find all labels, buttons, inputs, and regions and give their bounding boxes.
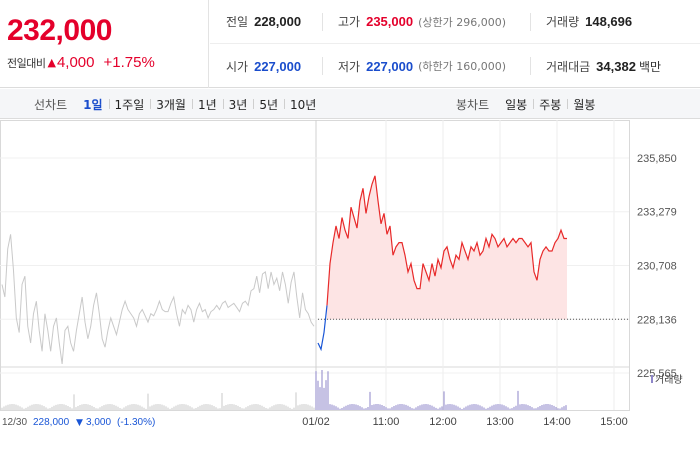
tab-monthly[interactable]: 월봉 [567, 96, 601, 113]
info-row-2: 시가 227,000 저가 227,000 (하한가 160,000) 거래대금… [210, 44, 700, 88]
info-label: 거래대금 [546, 59, 591, 74]
prev-day-date: 12/30 [2, 417, 27, 428]
tab-1week[interactable]: 1주일 [108, 96, 151, 113]
y-tick-label: 228,136 [637, 314, 677, 326]
info-value: 235,000 [366, 14, 414, 29]
x-tick-label: 13:00 [486, 416, 514, 428]
upper-limit: (상한가 296,000) [418, 15, 507, 29]
info-open: 시가 227,000 [210, 44, 322, 88]
change-percent: +1.75% [103, 54, 155, 71]
candle-chart-label: 봉차트 [456, 97, 490, 112]
tab-5year[interactable]: 5년 [253, 96, 284, 113]
x-tick-label: 12:00 [429, 416, 457, 428]
up-triangle-icon: ▲ [47, 56, 56, 69]
info-volume: 거래량 148,696 [530, 0, 700, 43]
line-chart-label: 선차트 [34, 97, 68, 112]
info-value: 228,000 [254, 14, 302, 29]
prev-day-change: 3,000 [86, 417, 111, 428]
info-label: 저가 [338, 59, 361, 74]
volume-legend-label: 거래량 [655, 374, 683, 386]
x-tick-label: 11:00 [373, 416, 400, 428]
tab-10year[interactable]: 10년 [284, 96, 322, 113]
tab-3month[interactable]: 3개월 [150, 96, 192, 113]
tab-1day[interactable]: 1일 [83, 97, 103, 112]
info-value: 34,382 [596, 58, 636, 74]
lower-limit: (하한가 160,000) [418, 60, 507, 73]
y-tick-label: 225,565 [637, 368, 677, 380]
y-tick-label: 235,850 [637, 153, 677, 165]
today-down-line [317, 305, 328, 352]
prev-day-line [1, 234, 315, 364]
info-row-1: 전일 228,000 고가 235,000 (상한가 296,000) 거래량 … [210, 0, 700, 44]
change-value: 4,000 [56, 54, 95, 71]
info-value: 227,000 [366, 58, 414, 74]
change-row: 전일대비 ▲ 4,000 +1.75% [7, 54, 155, 71]
quote-panel: 232,000 전일대비 ▲ 4,000 +1.75% 전일 228,000 고… [0, 0, 700, 88]
y-tick-label: 230,708 [637, 260, 677, 272]
info-label: 전일 [226, 15, 249, 29]
info-label: 거래량 [546, 15, 580, 29]
info-value: 148,696 [585, 14, 633, 29]
prev-day-change-pct: (-1.30%) [117, 417, 155, 428]
info-unit: 백만 [638, 59, 662, 74]
x-tick-label: 15:00 [600, 416, 628, 428]
change-label: 전일대비 [7, 56, 46, 70]
x-tick-label: 14:00 [543, 416, 571, 428]
line-chart-tabs: 선차트 1일 1주일 3개월 1년 3년 5년 10년 [34, 89, 322, 119]
info-low: 저가 227,000 (하한가 160,000) [322, 44, 530, 88]
tab-daily[interactable]: 일봉 [505, 97, 528, 112]
today-up-line [326, 175, 567, 306]
chart-tab-bar: 선차트 1일 1주일 3개월 1년 3년 5년 10년 봉차트 일봉 주봉 월봉 [0, 89, 700, 119]
info-high: 고가 235,000 (상한가 296,000) [322, 0, 530, 43]
info-trade-amount: 거래대금 34,382 백만 [530, 44, 700, 88]
candle-chart-tabs: 봉차트 일봉 주봉 월봉 [456, 89, 601, 119]
prev-day-close: 228,000 [33, 417, 70, 428]
tab-3year[interactable]: 3년 [222, 96, 254, 113]
x-tick-label: 01/02 [302, 416, 330, 428]
info-prev-close: 전일 228,000 [210, 0, 322, 43]
info-label: 고가 [338, 15, 361, 29]
tab-1year[interactable]: 1년 [191, 96, 223, 113]
current-price: 232,000 [7, 14, 112, 47]
current-price-box: 232,000 전일대비 ▲ 4,000 +1.75% [0, 0, 209, 88]
tab-weekly[interactable]: 주봉 [533, 96, 567, 113]
y-tick-label: 233,279 [637, 207, 677, 219]
down-triangle-icon: ▼ [76, 418, 83, 428]
info-value: 227,000 [254, 58, 302, 74]
info-label: 시가 [226, 59, 249, 74]
price-chart[interactable]: 235,850 233,279 230,708 228,136 225,565 거래량 01… [0, 120, 700, 450]
volume-legend-swatch [651, 375, 653, 383]
